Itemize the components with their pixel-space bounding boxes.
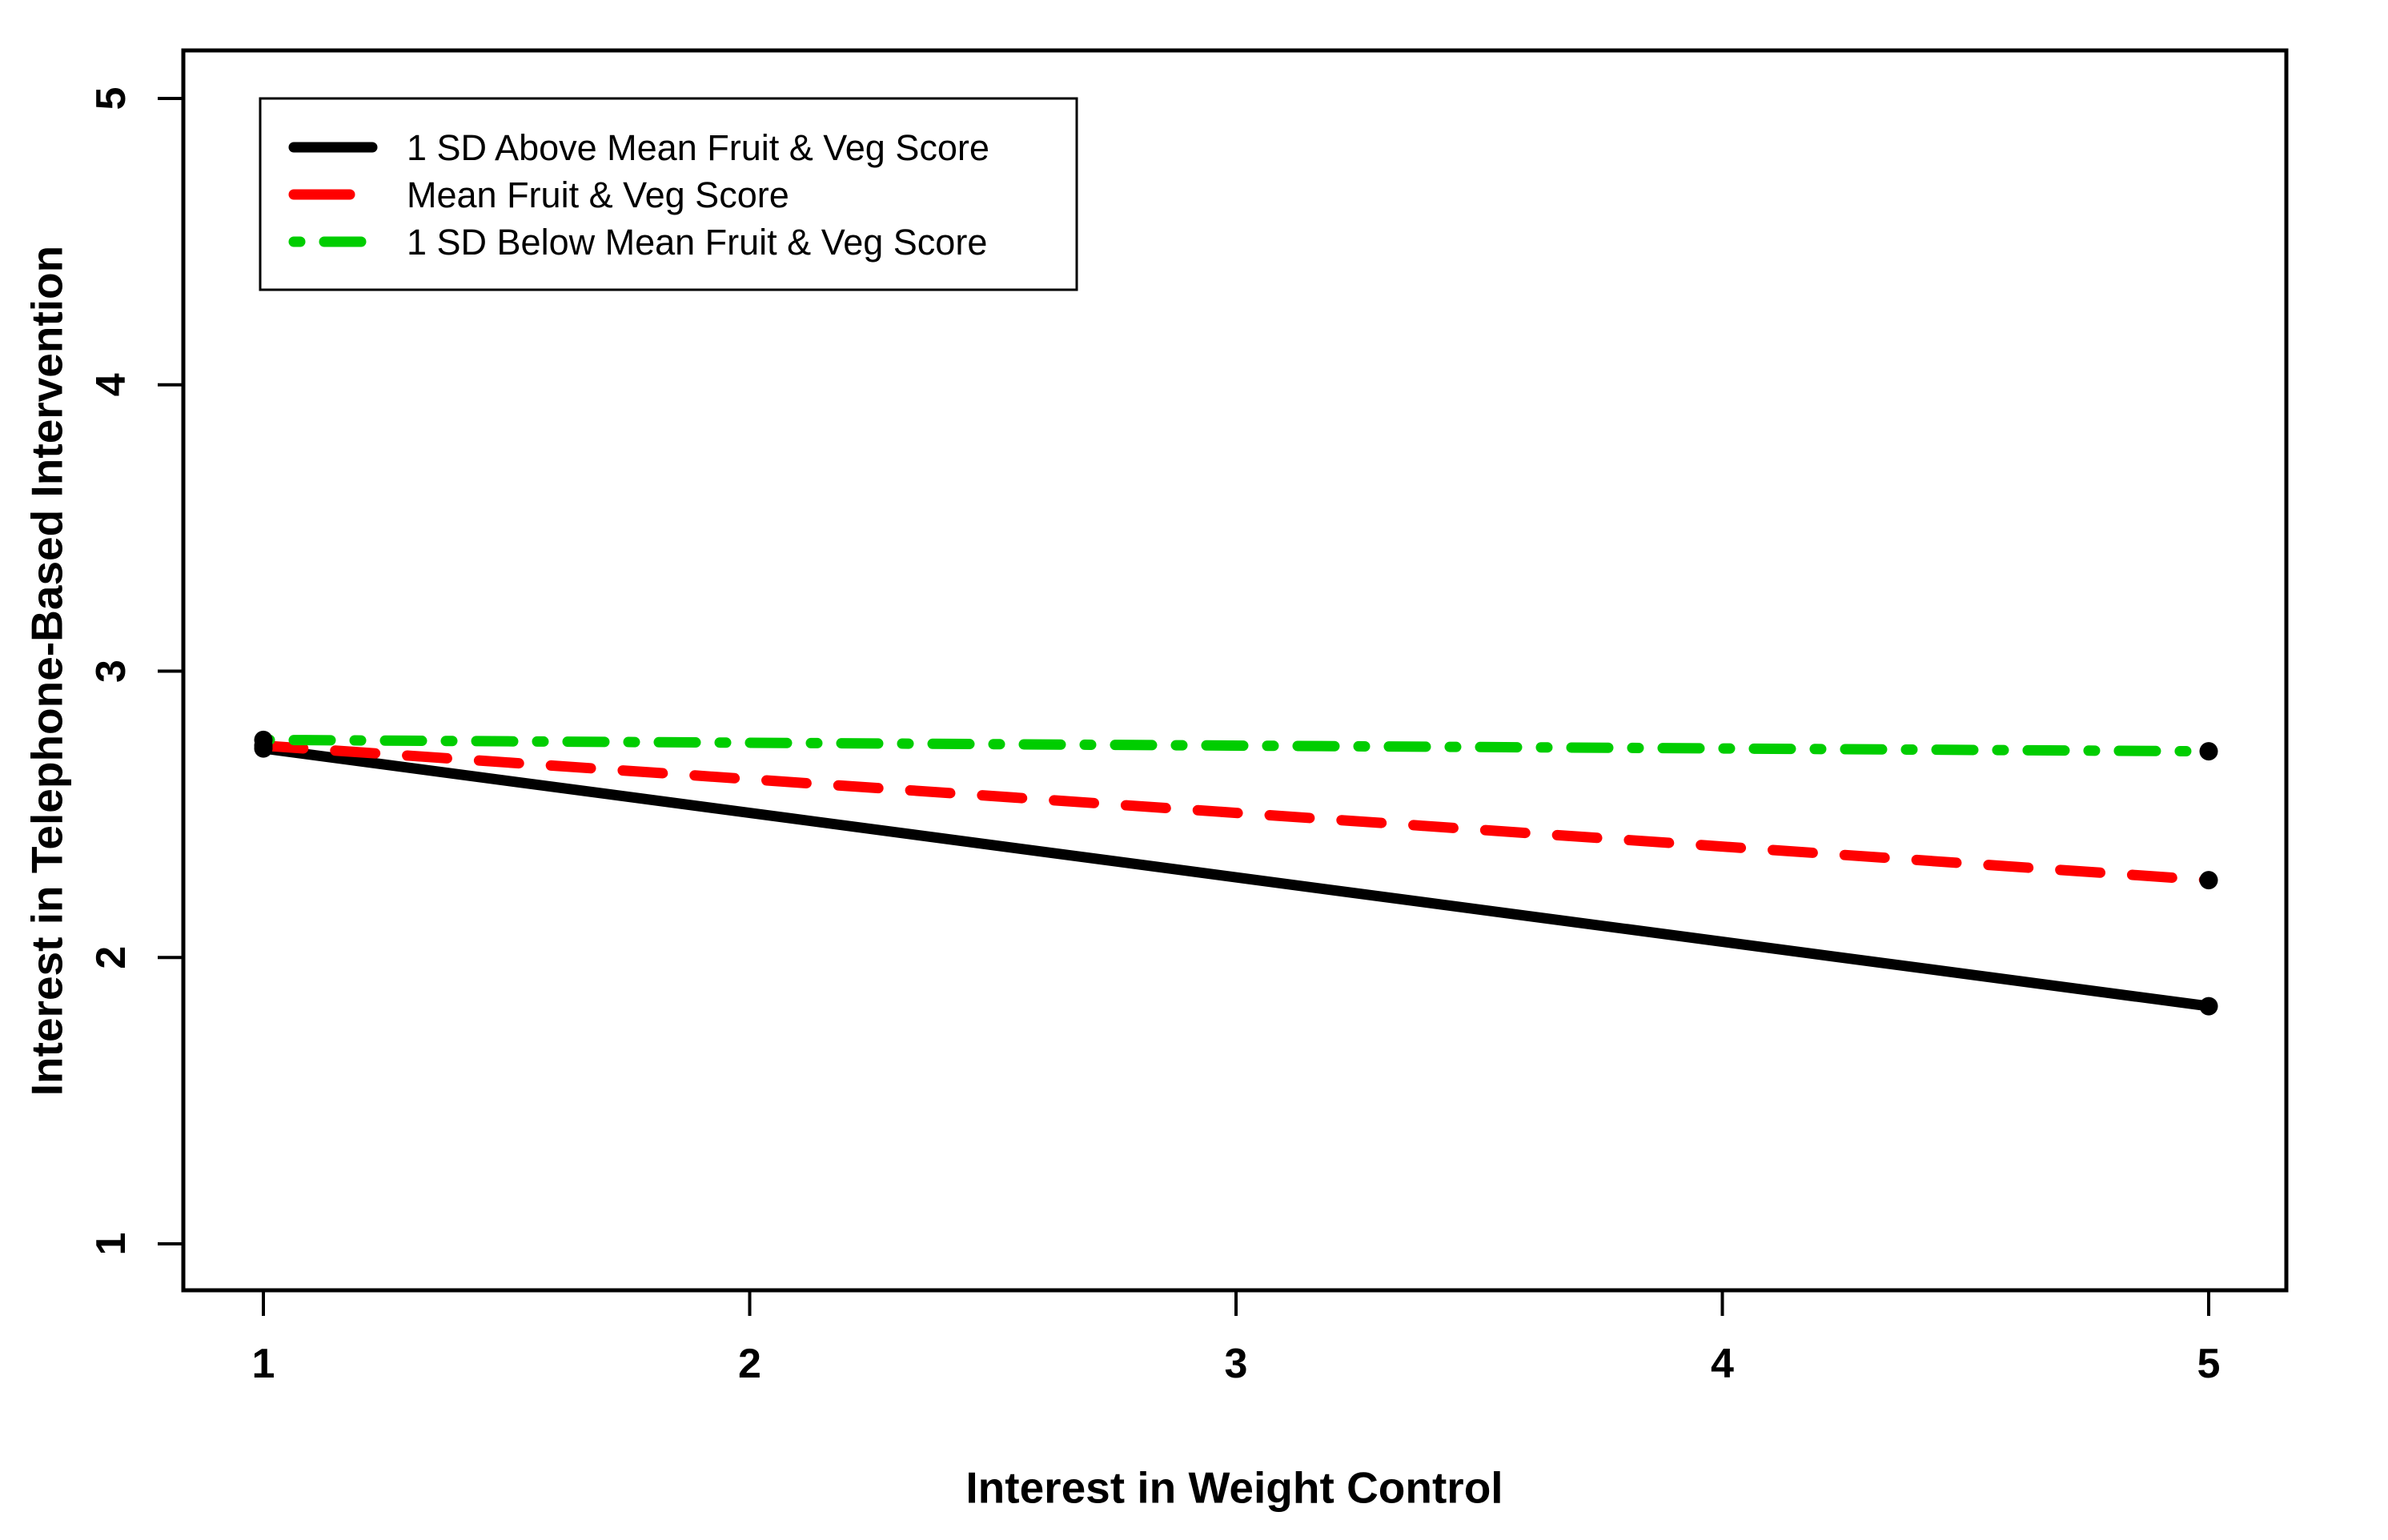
x-tick-label: 4 bbox=[1711, 1341, 1734, 1387]
x-tick-label: 1 bbox=[252, 1341, 275, 1387]
x-axis: 1 2 3 4 5 bbox=[252, 1290, 2221, 1387]
y-axis: 1 2 3 4 5 bbox=[88, 87, 183, 1256]
data-point-dot bbox=[2199, 742, 2218, 761]
legend-box bbox=[259, 97, 1078, 291]
y-tick-label: 2 bbox=[88, 946, 134, 969]
series-lines bbox=[258, 734, 2214, 1012]
data-point-dot bbox=[254, 730, 273, 749]
y-tick-label: 1 bbox=[88, 1233, 134, 1256]
y-tick-label: 3 bbox=[88, 660, 134, 683]
data-point-dot bbox=[2199, 997, 2218, 1016]
legend-label: 1 SD Above Mean Fruit & Veg Score bbox=[407, 127, 989, 168]
x-tick-label: 5 bbox=[2197, 1341, 2221, 1387]
x-tick-label: 3 bbox=[1225, 1341, 1248, 1387]
series-line bbox=[258, 740, 2214, 886]
x-tick-label: 2 bbox=[738, 1341, 761, 1387]
y-tick-label: 5 bbox=[88, 87, 134, 110]
series-line bbox=[258, 743, 2214, 1012]
y-axis-title: Interest in Telephone-Based Intervention bbox=[22, 246, 71, 1096]
data-point-dot bbox=[2199, 871, 2218, 890]
legend-label: Mean Fruit & Veg Score bbox=[407, 174, 789, 215]
data-point-markers bbox=[254, 730, 2218, 1016]
legend-label: 1 SD Below Mean Fruit & Veg Score bbox=[407, 222, 987, 263]
series-line bbox=[258, 734, 2214, 757]
legend: 1 SD Above Mean Fruit & Veg Score Mean Fr… bbox=[259, 97, 1078, 291]
y-tick-label: 4 bbox=[88, 373, 134, 396]
x-axis-title: Interest in Weight Control bbox=[965, 1462, 1503, 1512]
legend-rows: 1 SD Above Mean Fruit & Veg Score Mean Fr… bbox=[288, 127, 989, 263]
